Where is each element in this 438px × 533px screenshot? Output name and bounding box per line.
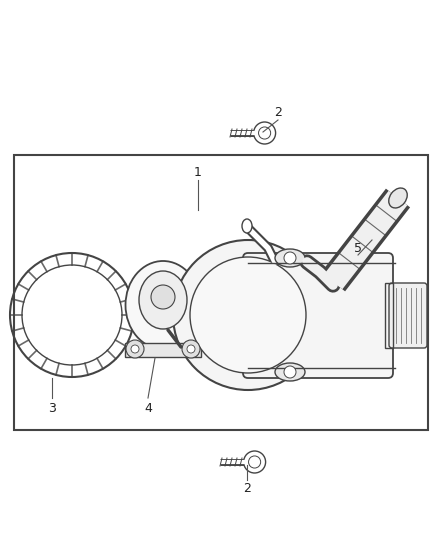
- Ellipse shape: [139, 271, 187, 329]
- Circle shape: [254, 122, 276, 144]
- Text: 1: 1: [194, 166, 202, 180]
- Circle shape: [173, 240, 323, 390]
- Circle shape: [244, 451, 265, 473]
- Circle shape: [151, 285, 175, 309]
- Text: 2: 2: [274, 107, 282, 119]
- Ellipse shape: [389, 188, 407, 208]
- Circle shape: [182, 340, 200, 358]
- Circle shape: [131, 345, 139, 353]
- Bar: [125, 343, 201, 357]
- Ellipse shape: [275, 363, 305, 381]
- Ellipse shape: [242, 219, 252, 233]
- Bar: [385, 283, 393, 348]
- Text: 5: 5: [354, 241, 362, 254]
- Circle shape: [284, 252, 296, 264]
- Text: 3: 3: [48, 401, 56, 415]
- Circle shape: [190, 257, 306, 373]
- FancyBboxPatch shape: [389, 283, 427, 348]
- Bar: [14, 155, 428, 430]
- Circle shape: [126, 340, 144, 358]
- Text: 4: 4: [144, 401, 152, 415]
- FancyBboxPatch shape: [243, 253, 393, 378]
- Ellipse shape: [275, 249, 305, 267]
- Ellipse shape: [126, 261, 201, 349]
- Circle shape: [284, 366, 296, 378]
- Text: 2: 2: [243, 481, 251, 495]
- Circle shape: [187, 345, 195, 353]
